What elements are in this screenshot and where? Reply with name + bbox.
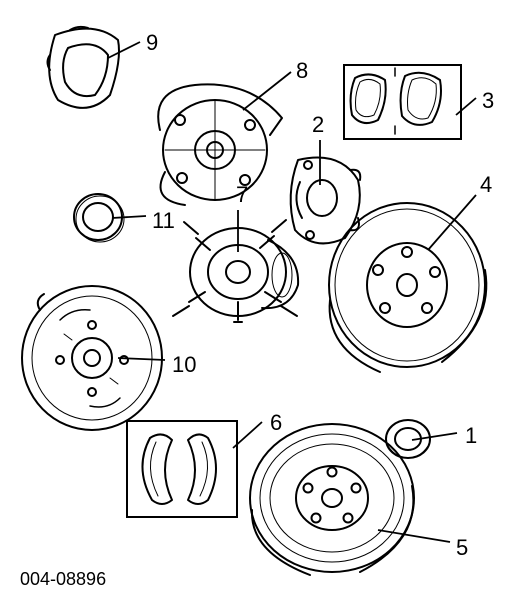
part-dust-cap [386,420,430,458]
callout-label-3: 3 [482,88,494,114]
part-rotor [329,203,486,372]
callout-label-11: 11 [152,208,175,234]
part-number: 004-08896 [20,569,106,590]
part-caliper-bracket [158,84,282,205]
callout-label-7: 7 [236,182,248,208]
callout-label-4: 4 [480,172,492,198]
callout-label-10: 10 [172,352,196,378]
callout-box-3 [343,64,462,140]
callout-label-1: 1 [465,423,477,449]
part-splash-shield [48,27,120,108]
callout-label-6: 6 [270,410,282,436]
callout-label-8: 8 [296,58,308,84]
part-grease-seal [74,194,124,242]
part-hub [173,220,298,322]
callout-label-9: 9 [146,30,158,56]
part-backing-plate [22,286,162,430]
callout-box-6 [126,420,238,518]
diagram-stage: 1 2 3 4 5 6 7 8 9 10 11 004-08896 [0,0,515,600]
part-drum [250,424,414,575]
callout-label-2: 2 [312,112,324,138]
callout-label-5: 5 [456,535,468,561]
